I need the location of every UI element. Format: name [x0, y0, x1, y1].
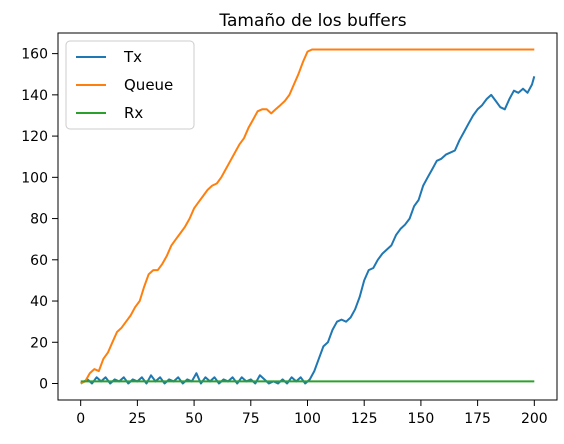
chart-title: Tamaño de los buffers: [218, 11, 406, 31]
x-tick-label: 125: [351, 411, 378, 427]
x-tick-label: 25: [128, 411, 146, 427]
x-tick-label: 75: [242, 411, 260, 427]
legend-box: [65, 40, 195, 130]
axes-layer: 0 25 50 75 100 125 150 175 200 0 20 40 60 80 100 120 140…: [21, 47, 547, 427]
series-line-queue: [80, 48, 535, 385]
legend-label-tx: Tx: [123, 48, 142, 66]
series-layer: [80, 48, 536, 385]
series-line-tx: [80, 76, 536, 385]
x-tick-label: 200: [521, 411, 548, 427]
legend-label-queue: Queue: [124, 76, 173, 94]
x-tick-label: 0: [76, 411, 85, 427]
x-tick-label: 50: [185, 411, 203, 427]
x-tick-label: 175: [464, 411, 491, 427]
legend: Tx Queue Rx: [65, 40, 195, 130]
y-tick-label: 60: [30, 253, 48, 269]
y-tick-label: 40: [30, 294, 48, 310]
x-tick-label: 150: [408, 411, 435, 427]
y-tick-label: 100: [21, 170, 48, 186]
y-tick-label: 140: [21, 88, 48, 104]
y-tick-label: 120: [21, 129, 48, 145]
y-tick-label: 20: [30, 335, 48, 351]
x-tick-label: 100: [294, 411, 321, 427]
y-tick-label: 80: [30, 212, 48, 228]
y-tick-label: 160: [21, 47, 48, 63]
legend-label-rx: Rx: [124, 104, 143, 122]
y-tick-label: 0: [39, 377, 48, 393]
